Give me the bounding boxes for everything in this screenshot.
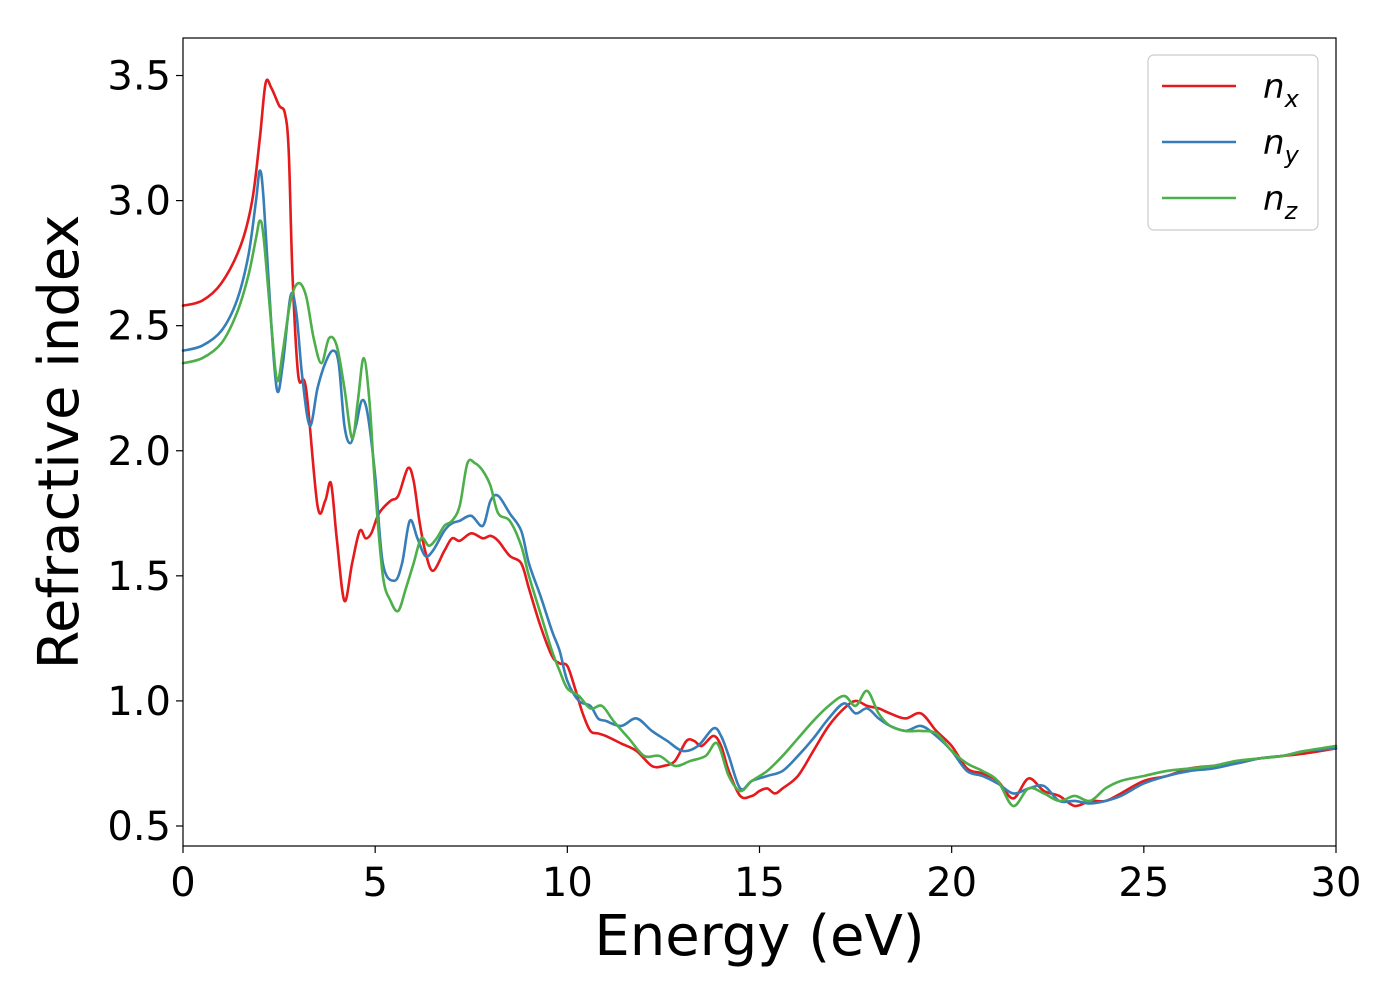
- legend-label-nx: nx: [1263, 67, 1300, 113]
- series-line-nx: [181, 78, 1338, 808]
- series-layer: [181, 78, 1338, 808]
- y-axis-title: Refractive index: [27, 215, 92, 670]
- y-tick-label: 2.0: [107, 429, 171, 475]
- legend-label-nz: nz: [1263, 179, 1299, 225]
- x-tick-label: 20: [926, 860, 977, 906]
- y-axis: 0.5 1.0 1.5 2.0 2.5 3.0 3.5: [107, 54, 183, 850]
- y-tick-label: 2.5: [107, 304, 171, 350]
- x-tick-label: 0: [170, 860, 195, 906]
- x-tick-label: 5: [362, 860, 387, 906]
- x-axis-title: Energy (eV): [594, 904, 924, 969]
- legend-label-ny: ny: [1263, 123, 1300, 169]
- x-tick-label: 10: [542, 860, 593, 906]
- y-tick-label: 0.5: [107, 804, 171, 850]
- legend: nx ny nz: [1147, 54, 1319, 231]
- y-tick-label: 3.5: [107, 54, 171, 100]
- series-line-nz: [181, 219, 1338, 808]
- y-tick-label: 1.5: [107, 554, 171, 600]
- plot-area: [183, 38, 1336, 846]
- x-tick-label: 30: [1311, 860, 1362, 906]
- y-tick-label: 3.0: [107, 179, 171, 225]
- x-tick-label: 25: [1118, 860, 1169, 906]
- x-axis: 0 5 10 15 20 25 30: [170, 846, 1361, 906]
- x-tick-label: 15: [734, 860, 785, 906]
- y-tick-label: 1.0: [107, 679, 171, 725]
